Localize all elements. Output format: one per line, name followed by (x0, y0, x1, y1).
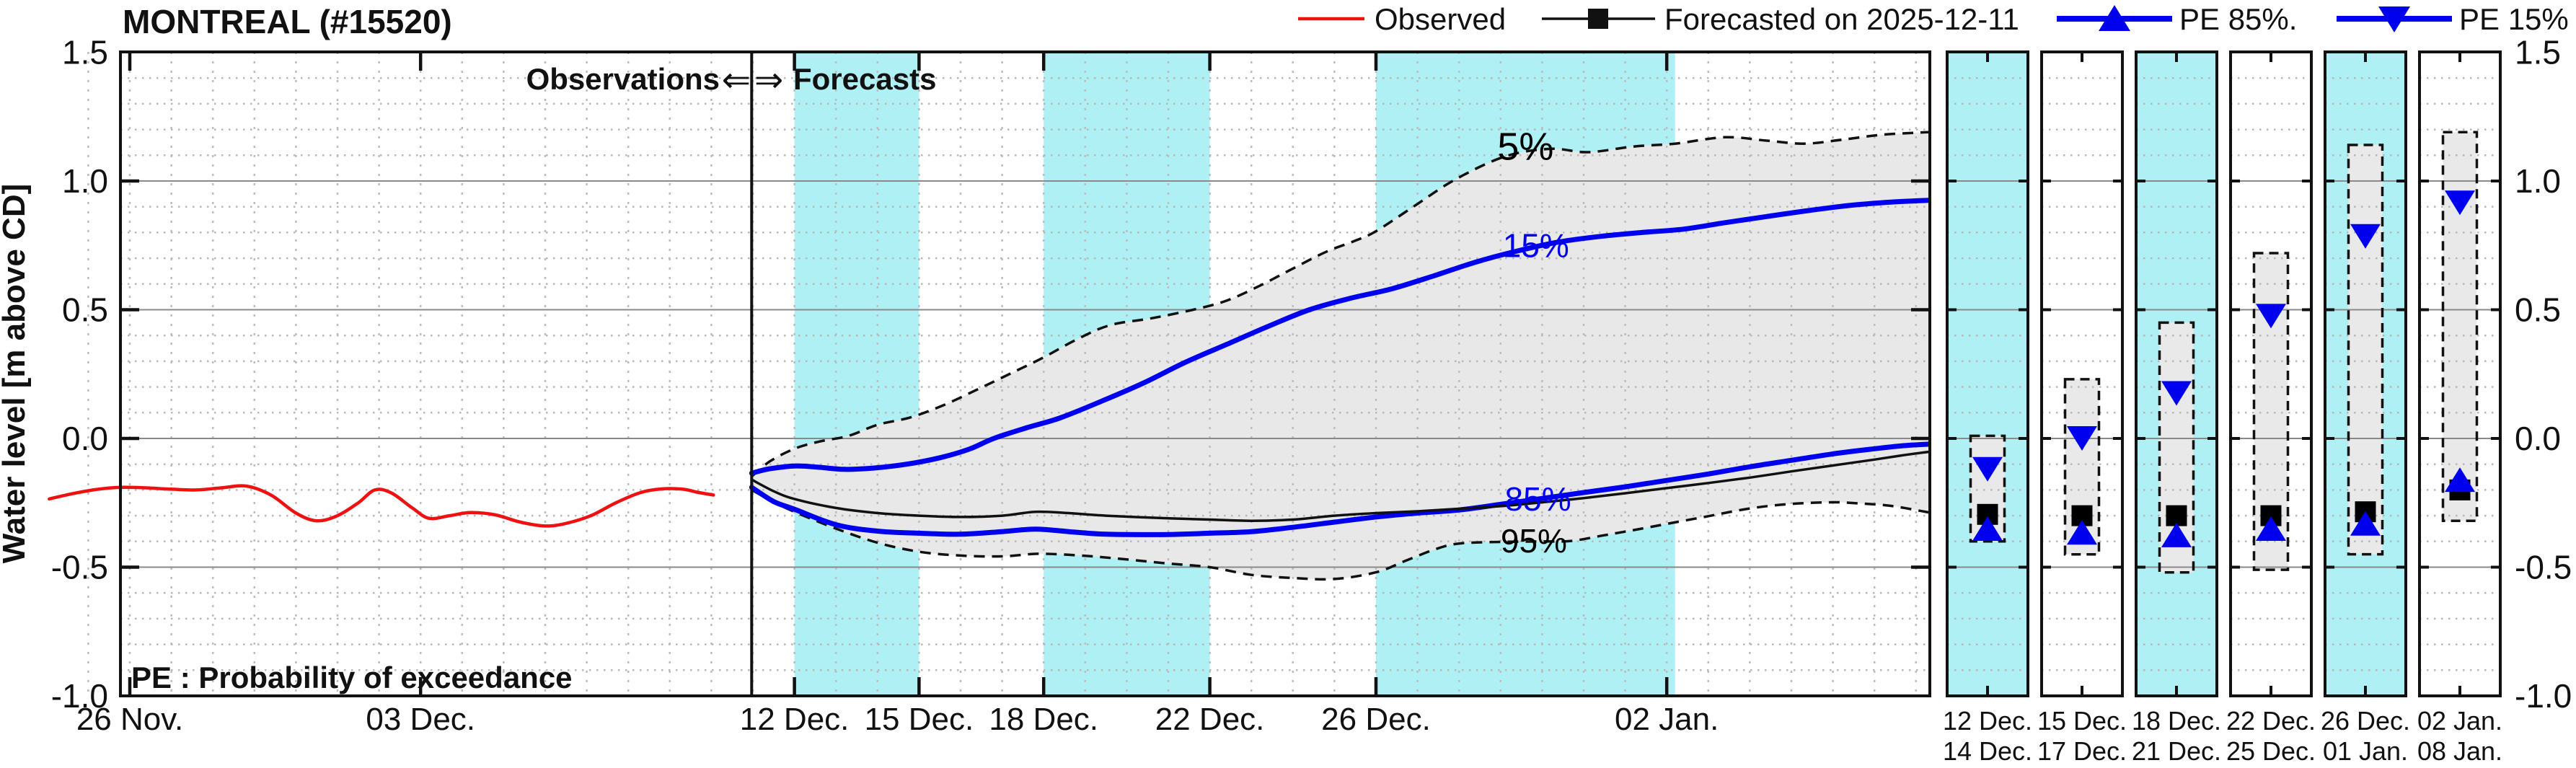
left-double-arrow-icon: ⇐ (722, 61, 751, 100)
panel-pe85-marker (2445, 467, 2475, 493)
x-tick-label: 18 Dec. (989, 702, 1098, 737)
panel-period-end-label: 08 Jan. (2417, 736, 2502, 766)
y-tick-label-right: 1.0 (2515, 162, 2561, 200)
panel-pe85-marker (2256, 516, 2286, 541)
pe95-line (751, 488, 1929, 581)
curve-label-95pct: 95% (1501, 522, 1567, 560)
pe85-line (749, 441, 1931, 537)
y-tick-label-right: 0.5 (2515, 291, 2561, 329)
x-tick-label: 22 Dec. (1155, 702, 1265, 737)
panel-period-start-label: 18 Dec. (2132, 706, 2221, 736)
panel-range-box (2347, 144, 2384, 556)
panel-pe15-marker (2445, 190, 2475, 216)
chart-title: MONTREAL (#15520) (123, 3, 452, 40)
curve-label-15pct: 15% (1503, 226, 1569, 264)
panel-range-box (2158, 321, 2195, 574)
panel-pe15-marker (1972, 456, 2003, 482)
panel-median-marker (2166, 505, 2187, 526)
y-tick-label-right: 1.5 (2515, 34, 2561, 71)
panel-range-box (1969, 434, 2006, 543)
y-axis-title: Water level [m above CD] (0, 184, 32, 564)
panel-period-start-label: 15 Dec. (2037, 706, 2127, 736)
forecasts-region-label: Forecasts (793, 62, 936, 96)
observed-line (48, 484, 715, 528)
y-tick-label-left: 1.0 (62, 162, 108, 200)
panel-period-end-label: 21 Dec. (2132, 736, 2221, 766)
x-tick-label: 02 Jan. (1615, 702, 1719, 737)
y-tick-label-left: 0.0 (62, 420, 108, 457)
x-tick-label: 03 Dec. (366, 702, 475, 737)
panel-period-start-label: 02 Jan. (2417, 706, 2502, 736)
legend-pe85-triangle-up-marker (2099, 5, 2130, 31)
panel-period-end-label: 14 Dec. (1943, 736, 2032, 766)
panel-range-box (2252, 252, 2290, 571)
panel-range-box-fill (2348, 145, 2383, 555)
legend-glyphs-layer (1298, 5, 2452, 32)
panel-period-end-label: 01 Jan. (2323, 736, 2408, 766)
x-tick-label: 26 Dec. (1321, 702, 1431, 737)
panel-pe15-marker (2161, 381, 2192, 406)
panel-period-start-label: 12 Dec. (1943, 706, 2032, 736)
legend-pe15-triangle-down-marker (2378, 6, 2410, 32)
main-plot-border (119, 50, 1931, 697)
x-tick-label: 15 Dec. (865, 702, 974, 737)
uncertainty-envelope-fill (751, 132, 1929, 580)
axes-frame-layer (119, 50, 2502, 697)
panel-background (1947, 52, 2028, 696)
uncertainty-envelope-layer (751, 132, 1929, 580)
legend-label-pe85: PE 85%. (2179, 2, 2297, 36)
panel-pe85-marker (1972, 516, 2003, 541)
y-tick-label-right: 0.0 (2515, 420, 2561, 457)
legend-label-forecasted: Forecasted on 2025-12-11 (1664, 2, 2019, 36)
x-tick-label: 26 Nov. (76, 702, 183, 737)
series-curves-layer (48, 198, 1931, 537)
y-tick-label-left: -1.0 (51, 677, 108, 715)
panel-fills-layer (1947, 52, 2500, 696)
envelope-border-layer (751, 131, 1929, 581)
panel-range-box-fill (2443, 132, 2477, 521)
panel-period-start-label: 26 Dec. (2321, 706, 2410, 736)
weekend-band (794, 52, 919, 696)
pe15-line (749, 198, 1931, 476)
panel-period-end-label: 25 Dec. (2226, 736, 2316, 766)
y-tick-label-left: -0.5 (51, 549, 108, 586)
legend-label-observed: Observed (1375, 2, 1506, 36)
panel-markers-layer (1969, 131, 2479, 574)
panel-range-box (2063, 378, 2101, 556)
panel-background (2042, 52, 2122, 696)
legend-label-pe15: PE 15% (2459, 2, 2569, 36)
generated-labels-layer: 5%15%85%95%12 Dec.14 Dec.15 Dec.17 Dec.1… (51, 34, 2572, 767)
legend-forecast-square-marker (1588, 9, 1608, 29)
x-tick-label: 12 Dec. (740, 702, 850, 737)
right-double-arrow-icon: ⇒ (754, 61, 783, 100)
pe-definition-note: PE : Probability of exceedance (131, 661, 573, 694)
panel-range-box (2441, 131, 2479, 523)
y-tick-label-right: -1.0 (2515, 677, 2572, 715)
y-tick-label-left: 1.5 (62, 34, 108, 71)
forecast-median-line (750, 450, 1930, 522)
panel-pe85-marker (2350, 511, 2381, 536)
panel-period-start-label: 22 Dec. (2226, 706, 2316, 736)
curve-label-5pct: 5% (1497, 125, 1553, 168)
panel-pe85-marker (2161, 522, 2192, 547)
y-tick-label-right: -0.5 (2515, 549, 2572, 586)
panel-period-end-label: 17 Dec. (2037, 736, 2127, 766)
curve-label-85pct: 85% (1505, 480, 1571, 518)
panel-pe15-marker (2067, 426, 2097, 451)
panel-pe15-marker (2350, 224, 2381, 249)
panel-pe85-marker (2067, 520, 2097, 545)
y-tick-label-left: 0.5 (62, 291, 108, 329)
panel-pe15-marker (2256, 304, 2286, 329)
observations-region-label: Observations (526, 62, 720, 96)
